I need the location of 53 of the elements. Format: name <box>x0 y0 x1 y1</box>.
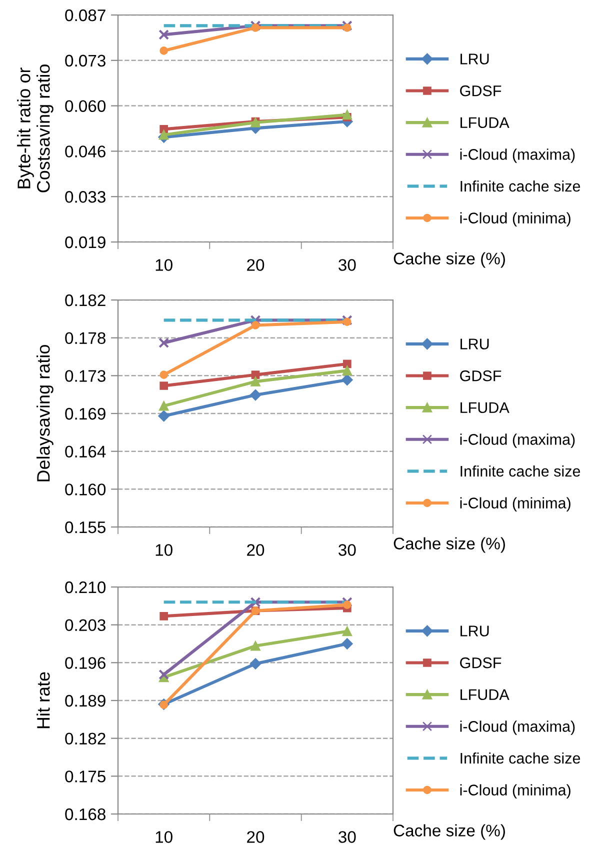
legend-label: i-Cloud (minima) <box>460 497 570 512</box>
y-tick-label: 0.178 <box>65 332 106 344</box>
x-tick-label: 20 <box>247 259 264 271</box>
x-tick-label: 10 <box>156 259 172 271</box>
y-tick-label: 0.160 <box>65 484 106 496</box>
y-tick-label: 0.169 <box>65 408 106 420</box>
x-tick-label: 10 <box>156 544 172 556</box>
legend-label: LFUDA <box>460 689 510 700</box>
y-tick-label: 0.203 <box>65 619 106 632</box>
y-tick-label: 0.168 <box>65 808 106 820</box>
legend-label: i-Cloud (maxima) <box>460 720 575 735</box>
legend-label: LRU <box>460 626 489 636</box>
x-tick-label: 30 <box>338 259 356 271</box>
y-tick-label: 0.182 <box>65 294 106 306</box>
legend-label: Infinite cache size <box>460 180 580 192</box>
x-axis-title: Cache size (%) <box>394 537 505 553</box>
x-tick-label: 20 <box>247 544 264 556</box>
y-tick-label: 0.155 <box>65 521 106 534</box>
legend-label: GDSF <box>460 85 502 96</box>
y-tick-label: 0.087 <box>65 9 106 22</box>
legend-label: GDSF <box>460 657 502 668</box>
y-tick-label: 0.019 <box>65 236 106 248</box>
legend-label: i-Cloud (minima) <box>460 212 570 226</box>
y-tick-label: 0.210 <box>65 581 106 594</box>
legend-label: i-Cloud (maxima) <box>460 434 575 448</box>
y-axis-title: Hit rate <box>36 672 50 728</box>
x-tick-label: 30 <box>338 831 356 843</box>
legend-label: i-Cloud (minima) <box>460 784 570 798</box>
y-tick-label: 0.173 <box>65 370 106 382</box>
y-tick-label: 0.182 <box>65 732 106 745</box>
legend-label: LFUDA <box>460 117 510 128</box>
legend-label: GDSF <box>460 370 502 382</box>
y-tick-label: 0.175 <box>65 770 106 782</box>
legend-label: LRU <box>460 54 489 64</box>
x-tick-label: 30 <box>338 544 356 556</box>
legend-label: LRU <box>460 338 489 350</box>
y-tick-label: 0.046 <box>65 146 106 158</box>
y-tick-label: 0.033 <box>65 191 106 203</box>
legend-label: Infinite cache size <box>460 752 580 764</box>
x-tick-label: 20 <box>247 831 264 843</box>
y-tick-label: 0.073 <box>65 54 106 67</box>
legend-label: LFUDA <box>460 402 510 414</box>
y-tick-label: 0.189 <box>65 694 106 707</box>
x-axis-title: Cache size (%) <box>394 252 505 268</box>
legend-label: i-Cloud (maxima) <box>460 148 575 163</box>
x-tick-label: 10 <box>156 831 172 843</box>
x-axis-title: Cache size (%) <box>394 824 505 840</box>
legend-label: Infinite cache size <box>460 465 580 477</box>
y-axis-title: Delaysaving ratio <box>36 345 54 482</box>
y-tick-label: 0.060 <box>65 100 106 112</box>
y-tick-label: 0.164 <box>65 446 106 458</box>
y-tick-label: 0.196 <box>65 657 106 669</box>
y-axis-title: Byte-hit ratio or Costsaving ratio <box>17 64 54 192</box>
